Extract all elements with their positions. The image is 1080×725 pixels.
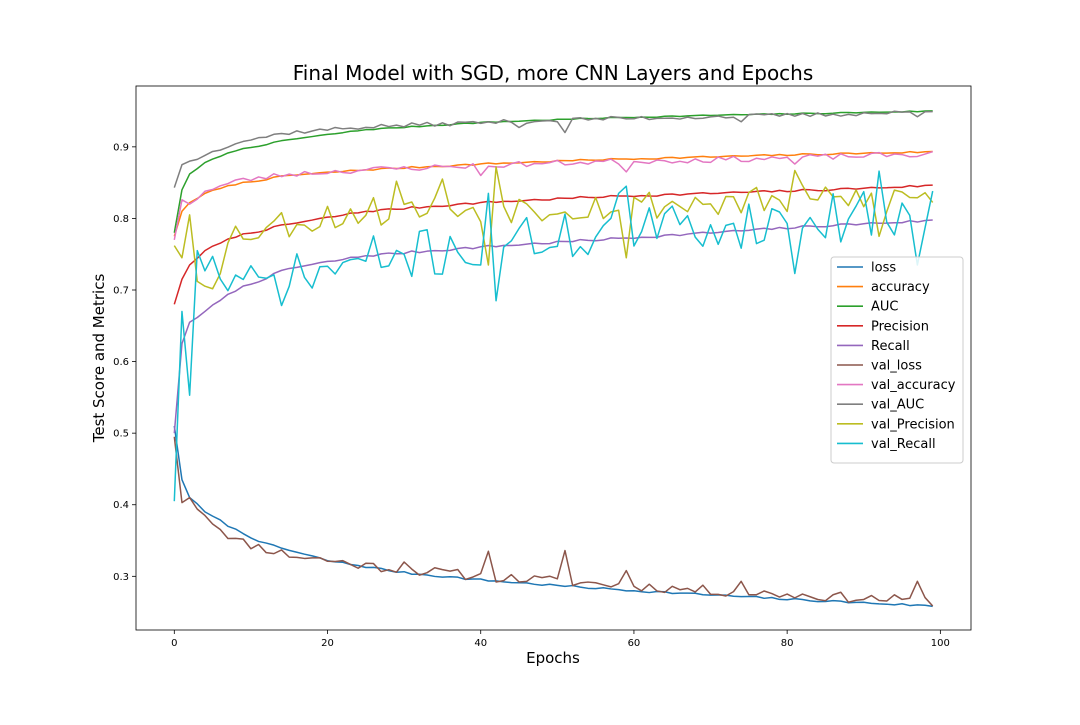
x-tick-label: 40 [474,638,487,649]
legend-label: val_loss [871,359,922,374]
chart-title: Final Model with SGD, more CNN Layers an… [293,61,814,85]
y-tick-label: 0.5 [113,429,129,440]
legend-label: val_AUC [871,398,924,413]
x-tick-label: 100 [931,638,950,649]
legend-label: Precision [871,319,929,334]
legend-label: val_accuracy [871,378,956,393]
series-line-precision [173,184,933,305]
x-axis-title: Epochs [526,649,580,667]
y-tick-label: 0.4 [113,500,129,511]
legend-label: Recall [871,339,910,354]
legend-box [830,256,964,464]
x-tick-label: 20 [321,638,334,649]
y-tick-label: 0.7 [113,286,129,297]
x-tick-label: 0 [171,638,177,649]
legend-label: val_Recall [871,437,936,452]
series-line-val-precision [173,166,934,290]
y-tick-label: 0.9 [113,142,129,153]
legend-label: AUC [871,300,899,315]
series-line-val-auc [173,110,933,188]
y-tick-label: 0.6 [113,357,129,368]
series-line-auc [173,110,933,233]
series-line-recall [173,219,933,434]
y-tick-label: 0.8 [113,214,129,225]
plot-area [173,110,934,608]
axes: 0 20 40 60 80 100 0.3 0.4 0.5 0.6 0.7 0.8 0.9 [113,85,972,649]
legend: loss accuracy AUC Precision Recall val_lossva… [830,256,964,464]
series-line-val-accuracy [173,150,933,241]
series-line-val-recall [173,170,934,502]
legend-label: loss [871,261,896,276]
series-line-val-loss [173,436,934,607]
legend-label: accuracy [871,280,930,295]
x-tick-label: 60 [628,638,641,649]
legend-label: val_Precision [871,417,955,432]
y-axis-title: Test Score and Metrics [90,274,108,444]
plot-frame [135,85,972,631]
x-tick-label: 80 [781,638,794,649]
y-tick-label: 0.3 [113,572,129,583]
series-line-loss [173,425,933,608]
